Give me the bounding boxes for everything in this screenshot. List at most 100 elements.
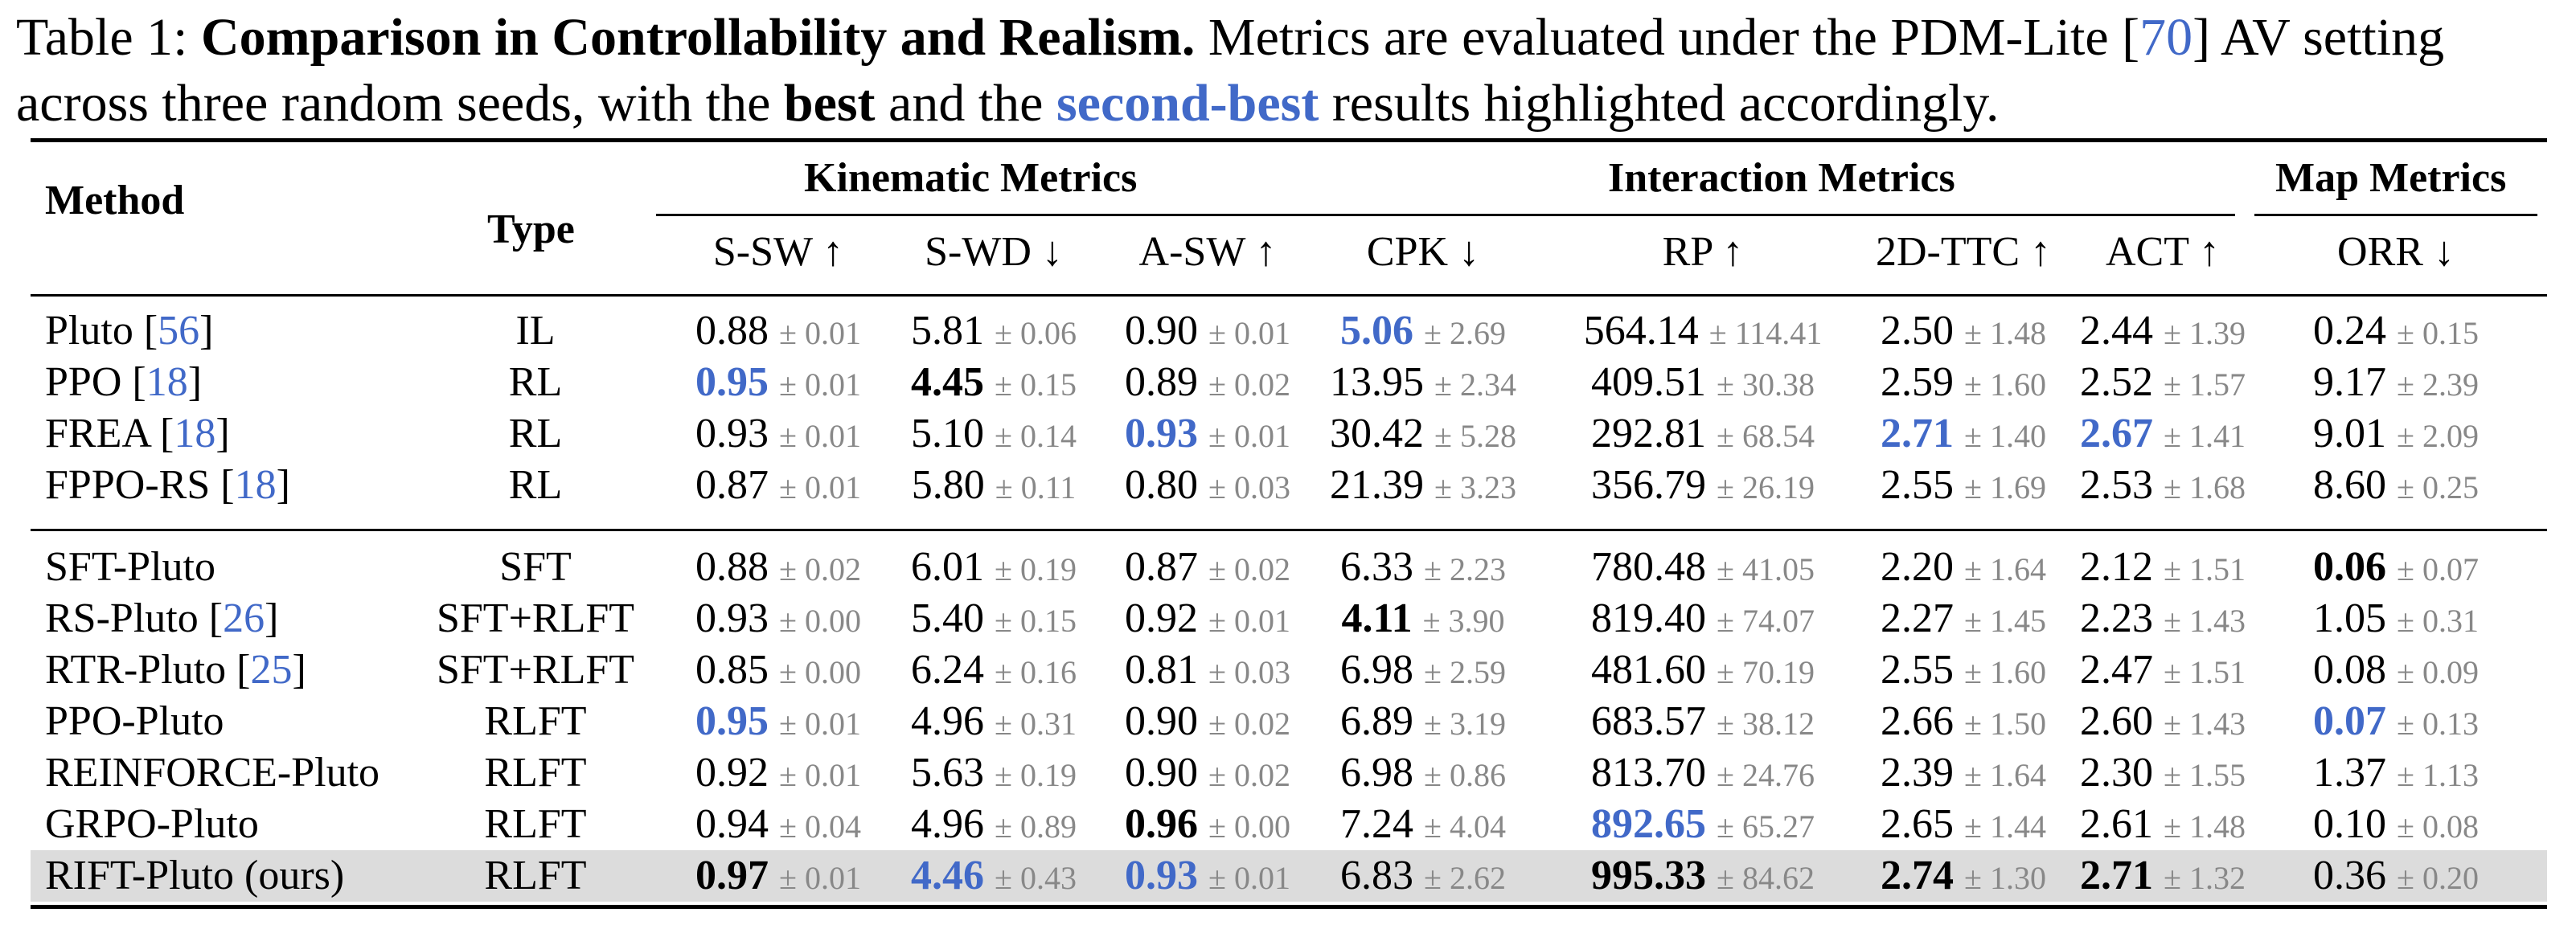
row-method: GRPO-Pluto [45,800,259,849]
metric-mean: 6.33 [1340,544,1414,590]
metric-std: ± 1.43 [2164,603,2246,639]
metric-std: ± 3.19 [1424,706,1506,742]
metric-std: ± 0.14 [995,418,1077,454]
metric-std: ± 1.44 [1964,808,2046,845]
metric-cell: 0.93 ± 0.01 [695,410,861,460]
metric-cell: 0.97 ± 0.01 [695,852,861,902]
metric-mean: 0.93 [695,595,769,641]
metric-std: ± 0.11 [995,469,1077,505]
metric-std: ± 30.38 [1717,366,1815,403]
metric-cell: 0.90 ± 0.02 [1125,749,1290,800]
header-group-interaction: Interaction Metrics [1608,155,1955,201]
metric-mean: 0.90 [1125,308,1199,354]
caption-second-best: second-best [1056,74,1319,133]
metric-cell: 2.55 ± 1.69 [1881,461,2046,512]
metric-std: ± 0.01 [1208,418,1290,454]
metric-std: ± 0.00 [779,654,861,690]
metric-std: ± 2.59 [1424,654,1506,690]
metric-cell: 0.07 ± 0.13 [2313,698,2479,748]
citation-link[interactable]: 25 [250,647,293,693]
metric-std: ± 0.02 [779,551,861,587]
highlighted-row-background [31,850,2547,902]
row-type: RL [508,359,563,405]
metric-std: ± 1.39 [2164,315,2246,351]
metric-mean: 0.95 [695,359,769,405]
metric-cell: 481.60 ± 70.19 [1591,646,1815,697]
metric-std: ± 0.02 [1208,551,1290,587]
row-method: PPO [18] [45,359,203,405]
metric-std: ± 3.23 [1434,469,1516,505]
caption-ref-link[interactable]: 70 [2139,8,2193,67]
top-rule [31,138,2547,142]
row-type: RLFT [484,698,587,744]
citation-link[interactable]: 56 [158,308,200,354]
citation-link[interactable]: 18 [146,359,188,405]
metric-cell: 6.89 ± 3.19 [1340,698,1506,748]
row-method: FREA [18] [45,411,230,456]
row-type: SFT [499,544,572,590]
citation-link[interactable]: 18 [234,462,277,508]
metric-std: ± 1.30 [1964,860,2046,896]
metric-cell: 292.81 ± 68.54 [1591,410,1815,460]
metric-cell: 2.71 ± 1.40 [1881,410,2046,460]
metric-std: ± 0.08 [2397,808,2479,845]
caption-text-2: ] AV setting across three random seeds, … [16,8,2445,133]
metric-std: ± 1.45 [1964,603,2046,639]
metric-cell: 6.01 ± 0.19 [911,543,1077,594]
metric-mean: 292.81 [1591,411,1707,456]
metric-mean: 0.87 [1125,544,1199,590]
metric-std: ± 1.43 [2164,706,2246,742]
metric-cell: 0.08 ± 0.09 [2313,646,2479,697]
metric-cell: 2.50 ± 1.48 [1881,307,2046,358]
metric-cell: 30.42 ± 5.28 [1330,410,1516,460]
metric-cell: 780.48 ± 41.05 [1591,543,1815,594]
metric-cell: 0.92 ± 0.01 [695,749,861,800]
citation-link[interactable]: 26 [223,595,265,641]
metric-cell: 6.98 ± 0.86 [1340,749,1506,800]
metric-mean: 5.80 [911,462,985,508]
metric-cell: 2.66 ± 1.50 [1881,698,2046,748]
metric-mean: 2.50 [1881,308,1955,354]
metric-std: ± 38.12 [1717,706,1815,742]
metric-mean: 2.71 [1881,411,1955,456]
method-name: FREA [ [45,411,174,456]
metric-std: ± 65.27 [1717,808,1815,845]
metric-std: ± 0.07 [2397,551,2479,587]
metric-mean: 0.36 [2313,853,2387,898]
metric-std: ± 1.13 [2397,757,2479,793]
metric-mean: 4.45 [911,359,985,405]
metric-mean: 2.23 [2080,595,2154,641]
metric-mean: 6.98 [1340,750,1414,796]
column-header: A-SW ↑ [1138,229,1277,275]
metric-mean: 4.46 [911,853,985,898]
metric-std: ± 0.03 [1208,469,1290,505]
column-header: S-SW ↑ [712,229,844,275]
rule-kinematic [656,214,1312,216]
metric-cell: 813.70 ± 24.76 [1591,749,1815,800]
metric-mean: 2.53 [2080,462,2154,508]
metric-cell: 0.36 ± 0.20 [2313,852,2479,902]
metric-mean: 2.59 [1881,359,1955,405]
metric-cell: 0.93 ± 0.01 [1125,410,1290,460]
rule-interaction [1311,214,2235,216]
header-group-kinematic: Kinematic Metrics [804,155,1138,201]
metric-mean: 0.80 [1125,462,1199,508]
metric-std: ± 1.51 [2164,654,2246,690]
metric-cell: 0.88 ± 0.01 [695,307,861,358]
row-method: SFT-Pluto [45,543,215,591]
metric-cell: 9.01 ± 2.09 [2313,410,2479,460]
metric-mean: 0.24 [2313,308,2387,354]
metric-cell: 2.59 ± 1.60 [1881,358,2046,409]
metric-mean: 2.55 [1881,462,1955,508]
metric-cell: 0.93 ± 0.00 [695,595,861,645]
metric-std: ± 0.06 [995,315,1077,351]
metric-cell: 0.24 ± 0.15 [2313,307,2479,358]
citation-link[interactable]: 18 [174,411,216,456]
metric-mean: 2.61 [2080,801,2154,847]
metric-mean: 5.81 [911,308,985,354]
metric-mean: 0.90 [1125,698,1199,744]
metric-std: ± 1.48 [2164,808,2246,845]
metric-std: ± 0.19 [995,757,1077,793]
metric-mean: 0.93 [1125,853,1199,898]
metric-std: ± 2.34 [1434,366,1516,403]
